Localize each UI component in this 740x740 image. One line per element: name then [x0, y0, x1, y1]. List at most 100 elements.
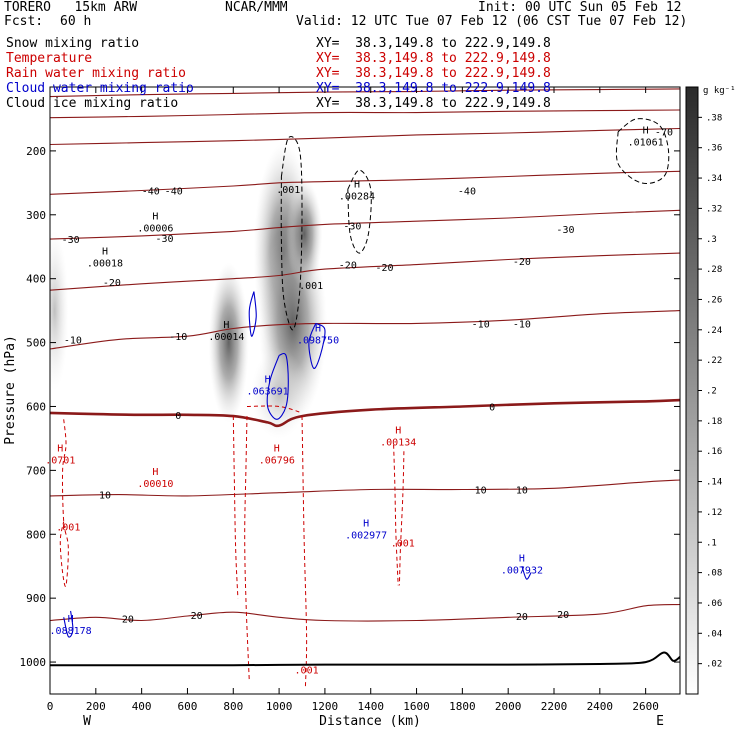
x-axis: 0 200 400 600 800 1000 1200 1400 1600 1800 2000 220…: [47, 87, 659, 713]
maximum-value: .001: [295, 666, 319, 677]
x-tick-label: 2200: [541, 700, 568, 713]
snow-shade-blob: [286, 178, 323, 289]
y-tick-label: 500: [26, 337, 46, 350]
temperature-label: -70: [655, 128, 673, 139]
maximum-marker: H: [102, 247, 108, 258]
east-label: E: [656, 714, 664, 729]
x-tick-label: 1000: [266, 700, 293, 713]
maximum-marker: H: [643, 125, 649, 136]
colorbar-tick-label: .32: [706, 204, 722, 214]
temperature-label: -30: [156, 234, 174, 245]
field-xy-range: XY= 38.3,149.8 to 222.9,149.8: [316, 96, 551, 111]
cloud-ice-contours: [280, 118, 670, 331]
field-label: Rain water mixing ratio: [6, 66, 187, 81]
maximum-value: .00018: [87, 259, 123, 270]
temperature-label: 0: [175, 411, 181, 422]
cloud-ice-contour: [615, 118, 670, 184]
cloud-ice-contour: [280, 136, 303, 331]
colorbar: g kg⁻¹ .02 .04 .06 .08 .1 .12 .14 .16 .18 .2 .22 .2…: [685, 86, 736, 695]
colorbar-tick-label: .04: [706, 629, 722, 639]
temperature-contour: [50, 252, 680, 291]
rain-contour: [393, 444, 399, 586]
colorbar-tick-label: .12: [706, 508, 722, 518]
colorbar-tick-label: .16: [706, 447, 722, 457]
y-tick-label: 200: [26, 145, 46, 158]
rain-contour: [232, 416, 239, 599]
x-tick-label: 2600: [632, 700, 659, 713]
y-tick-label: 300: [26, 209, 46, 222]
maximum-marker: H: [68, 614, 74, 625]
maximum-value: .01061: [628, 137, 664, 148]
temperature-label: -20: [375, 263, 393, 274]
x-tick-label: 0: [47, 700, 54, 713]
colorbar-tick-label: .36: [706, 144, 722, 154]
snow-shading: [50, 143, 327, 439]
maximum-marker: H: [315, 323, 321, 334]
maximum-value: .002977: [345, 530, 387, 541]
maximum-marker: H: [152, 467, 158, 478]
maxima-markers: H.00018H.00006H.00014.001H.00284.001H.01…: [45, 125, 663, 676]
temperature-label: 0: [489, 402, 495, 413]
field-label: Snow mixing ratio: [6, 36, 140, 51]
x-tick-label: 600: [178, 700, 198, 713]
terrain-line: [50, 651, 680, 667]
temperature-label: 20: [122, 615, 134, 626]
rain-contours: [59, 405, 405, 688]
cloud-water-contour: [521, 566, 532, 580]
field-label: Temperature: [6, 51, 93, 66]
maximum-value: .098750: [297, 335, 339, 346]
temperature-contour: [50, 479, 680, 497]
temperature-contour: [50, 209, 680, 240]
colorbar-tick-label: .24: [706, 326, 722, 336]
colorbar-tick-label: .18: [706, 417, 722, 427]
temperature-label: 10: [516, 486, 528, 497]
colorbar-tick-label: .28: [706, 265, 722, 275]
colorbar-unit: g kg⁻¹: [703, 86, 736, 96]
x-tick-label: 200: [86, 700, 106, 713]
x-tick-label: 400: [132, 700, 152, 713]
west-label: W: [83, 714, 91, 729]
forecast-hour: 60 h: [60, 14, 92, 29]
temperature-label: 20: [557, 610, 569, 621]
colorbar-tick-label: .34: [706, 174, 722, 184]
maximum-marker: H: [519, 553, 525, 564]
maximum-value: .088178: [50, 626, 92, 637]
maximum-marker: H: [395, 426, 401, 437]
x-tick-label: 1200: [312, 700, 339, 713]
temperature-contour: [50, 310, 680, 350]
temperature-label: -10: [513, 319, 531, 330]
maximum-value: .001: [299, 281, 323, 292]
x-tick-label: 1600: [403, 700, 430, 713]
field-xy-range: XY= 38.3,149.8 to 222.9,149.8: [316, 51, 551, 66]
maximum-value: .00284: [339, 192, 375, 203]
temperature-label: 10: [99, 491, 111, 502]
temperature-contour: [50, 88, 680, 98]
field-label: Cloud water mixing ratio: [6, 81, 194, 96]
temperature-label: -10: [64, 335, 82, 346]
cloud-water-contour: [308, 322, 326, 369]
colorbar-tick-label: .2: [706, 387, 717, 397]
colorbar-ramp: [685, 86, 699, 695]
maximum-marker: H: [265, 375, 271, 386]
y-tick-label: 400: [26, 273, 46, 286]
colorbar-tick-label: .3: [706, 235, 717, 245]
temperature-contours: [50, 88, 680, 622]
temperature-contour: [50, 603, 680, 622]
x-tick-label: 1400: [357, 700, 384, 713]
temperature-label: 20: [191, 611, 203, 622]
colorbar-tick-label: .38: [706, 113, 722, 123]
maximum-marker: H: [354, 180, 360, 191]
cloud-water-contour: [266, 352, 289, 420]
y-tick-label: 1000: [20, 656, 47, 669]
y-tick-label: 900: [26, 592, 46, 605]
temperature-label: 10: [475, 486, 487, 497]
rain-contour: [244, 416, 250, 682]
x-tick-label: 800: [223, 700, 243, 713]
temperature-label: -30: [62, 235, 80, 246]
temperature-label: -20: [513, 257, 531, 268]
terrain-surface: [50, 651, 680, 667]
center-name: NCAR/MMM: [225, 0, 288, 15]
field-label: Cloud ice mixing ratio: [6, 96, 179, 111]
